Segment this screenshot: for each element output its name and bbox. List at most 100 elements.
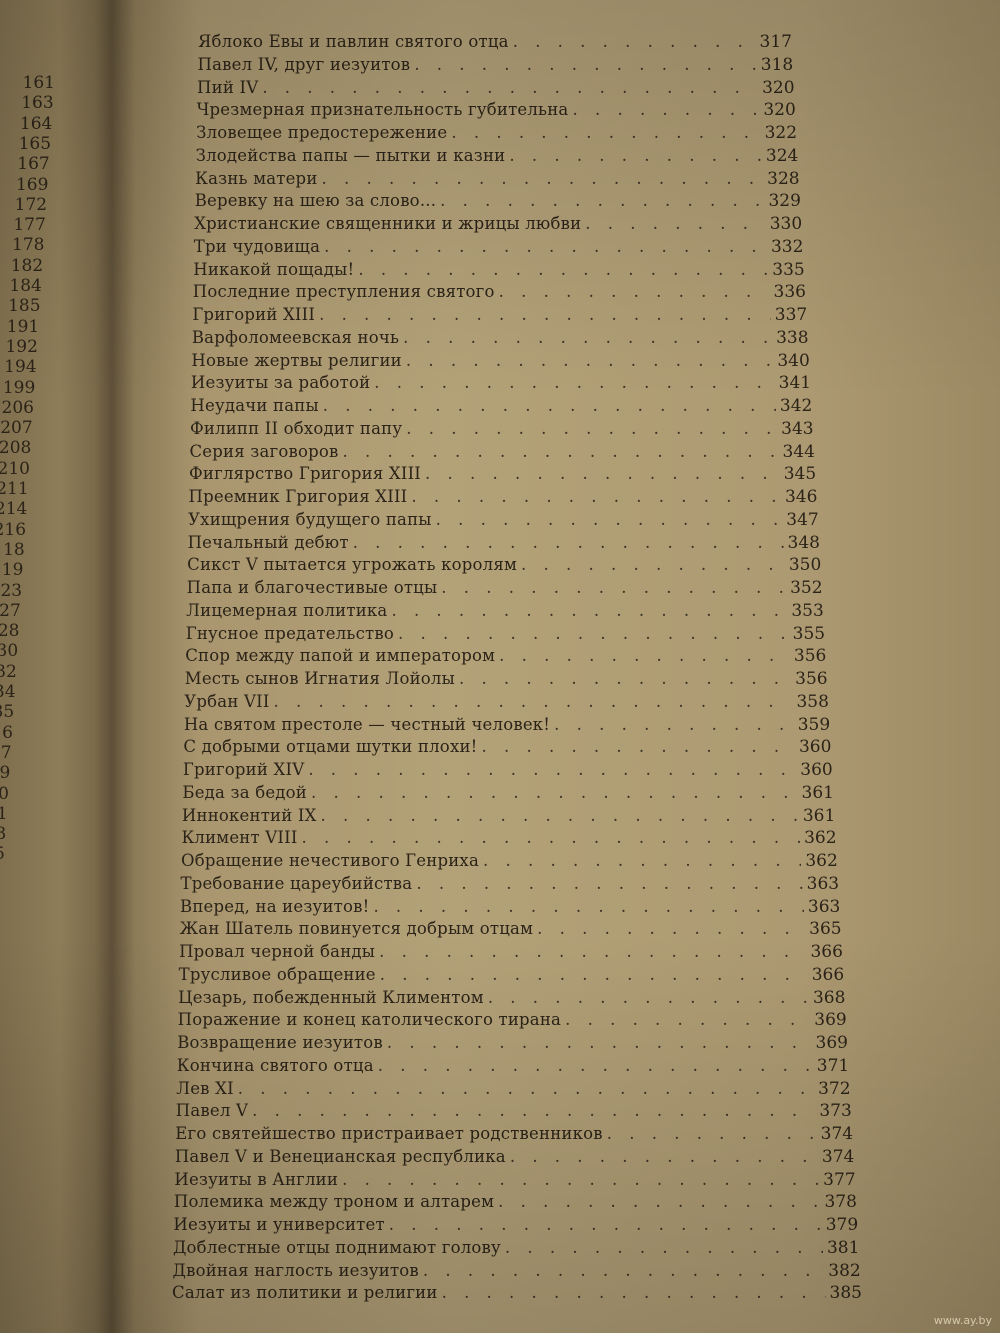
- toc-entry: Его святейшество пристраивает родственни…: [175, 1124, 854, 1144]
- left-page-number: 211: [0, 479, 29, 499]
- toc-entry: Злодейства папы — пытки и казни 324: [196, 147, 799, 165]
- left-page-number: 207: [0, 418, 33, 439]
- left-page-number: 184: [9, 276, 42, 296]
- toc-entry: Григорий XIII 337: [192, 305, 807, 324]
- toc-entry: Возвращение иезуитов 369: [177, 1034, 848, 1052]
- dot-leader: [440, 193, 764, 210]
- toc-entry-title: Иннокентий IX: [181, 805, 317, 825]
- toc-entry-page: 318: [760, 54, 794, 75]
- dot-leader: [308, 762, 796, 779]
- dot-leader: [302, 830, 801, 847]
- toc-entry-title: Трусливое обращение: [178, 964, 376, 984]
- dot-leader: [324, 239, 767, 256]
- toc-entry-page: 363: [806, 873, 840, 894]
- dot-leader: [406, 421, 777, 438]
- dot-leader: [572, 102, 759, 119]
- toc-entry-page: 356: [793, 646, 827, 667]
- left-page-number: 216: [0, 519, 27, 540]
- left-page-number: 32: [0, 661, 17, 682]
- toc-entry-title: Веревку на шею за слово...: [194, 191, 437, 211]
- left-page-number: 1: [0, 803, 8, 824]
- dot-leader: [323, 398, 776, 415]
- toc-entry-page: 374: [820, 1124, 854, 1144]
- toc-entry: Зловещее предостережение 322: [196, 124, 797, 142]
- dot-leader: [343, 444, 779, 461]
- toc-entry-page: 358: [796, 691, 829, 712]
- toc-entry-page: 363: [807, 896, 841, 917]
- toc-entry: Казнь матери 328: [195, 170, 799, 188]
- toc-entry-title: Требование цареубийства: [180, 873, 413, 893]
- toc-entry-page: 365: [809, 919, 842, 940]
- toc-entry-title: Фиглярство Григория XIII: [189, 464, 422, 484]
- dot-leader: [414, 57, 756, 74]
- toc-entry-page: 360: [798, 737, 832, 758]
- toc-entry: Трусливое обращение 366: [178, 964, 845, 984]
- left-page-number: 164: [19, 113, 53, 134]
- dot-leader: [319, 307, 771, 324]
- dot-leader: [387, 1035, 812, 1052]
- dot-leader: [425, 466, 780, 483]
- toc-entry: Требование цареубийства 363: [180, 873, 840, 894]
- left-page-number: 192: [5, 336, 38, 357]
- toc-entry-title: Григорий XIII: [192, 305, 316, 324]
- dot-leader: [322, 171, 764, 188]
- toc-entry: Фиглярство Григория XIII 345: [189, 466, 816, 483]
- toc-entry: Последние преступления святого 336: [193, 284, 806, 301]
- toc-entry-page: 369: [814, 1010, 847, 1031]
- dot-leader: [406, 353, 773, 370]
- toc-entry: Лицемерная политика 353: [186, 602, 824, 620]
- dot-leader: [499, 648, 790, 665]
- toc-entry-title: Месть сынов Игнатия Лойолы: [184, 669, 455, 688]
- toc-entry: Иезуиты в Англии 377: [174, 1171, 855, 1189]
- left-page-number: 172: [14, 194, 48, 215]
- toc-entry-title: Спор между папой и императором: [185, 646, 496, 666]
- dot-leader: [374, 375, 774, 392]
- toc-entry-title: Преемник Григория XIII: [188, 487, 408, 506]
- dot-leader: [321, 808, 799, 825]
- toc-entry-page: 345: [783, 464, 817, 485]
- toc-entry-page: 346: [784, 487, 818, 507]
- toc-entry: На святом престоле — честный человек! 359: [183, 714, 830, 734]
- toc-entry-page: 329: [768, 191, 801, 212]
- dot-leader: [391, 603, 787, 620]
- toc-entry: Пий IV 320: [197, 79, 794, 97]
- toc-entry: Папа и благочестивые отцы 352: [187, 579, 823, 597]
- left-page-number: 0: [0, 783, 9, 804]
- toc-entry: Иезуиты и университет 379: [173, 1215, 859, 1235]
- toc-entry-title: Иезуиты и университет: [173, 1215, 385, 1234]
- toc-entry-page: 344: [782, 441, 815, 462]
- dot-leader: [441, 580, 786, 597]
- toc-entry-title: Урбан VII: [184, 691, 270, 711]
- toc-entry: Обращение нечестивого Генриха 362: [181, 852, 838, 870]
- toc-entry: С добрыми отцами шутки плохи! 360: [183, 739, 831, 756]
- dot-leader: [379, 944, 806, 961]
- toc-entry-page: 379: [825, 1215, 859, 1235]
- left-page-number: 208: [0, 438, 32, 459]
- toc-entry-page: 371: [816, 1055, 850, 1076]
- toc-entry: Павел V и Венецианская республика 374: [175, 1148, 855, 1166]
- toc-entry-title: Последние преступления святого: [192, 282, 495, 302]
- toc-entry-title: Двойная наглость иезуитов: [172, 1260, 419, 1280]
- toc-entry-title: Сикст V пытается угрожать королям: [187, 555, 518, 575]
- toc-entry: Салат из политики и религии 385: [172, 1285, 862, 1302]
- toc-entry-title: Неудачи папы: [190, 396, 319, 415]
- toc-entry-title: Григорий XIV: [182, 760, 305, 779]
- toc-entry: Иннокентий IX 361: [181, 805, 835, 825]
- toc-entry-title: Никакой пощады!: [193, 259, 355, 279]
- toc-entry-title: Беда за бедой: [182, 782, 307, 802]
- toc-entry-page: 366: [810, 942, 843, 962]
- toc-entry-title: На святом престоле — честный человек!: [183, 714, 551, 734]
- left-page-number: 6: [2, 722, 13, 743]
- toc-entry: Двойная наглость иезуитов 382: [172, 1260, 860, 1280]
- toc-entry-title: Иезуиты за работой: [190, 373, 371, 393]
- dot-leader: [510, 1149, 818, 1166]
- dot-leader: [459, 671, 791, 688]
- toc-entry-page: 338: [776, 327, 809, 348]
- toc-entry-title: Кончина святого отца: [176, 1055, 374, 1075]
- dot-leader: [565, 1012, 810, 1029]
- toc-entry-title: Климент VIII: [181, 828, 298, 848]
- toc-entry-page: 361: [801, 782, 834, 803]
- dot-leader: [262, 80, 758, 97]
- left-page-number: 182: [10, 255, 44, 276]
- toc-entry: Три чудовища 332: [194, 238, 804, 256]
